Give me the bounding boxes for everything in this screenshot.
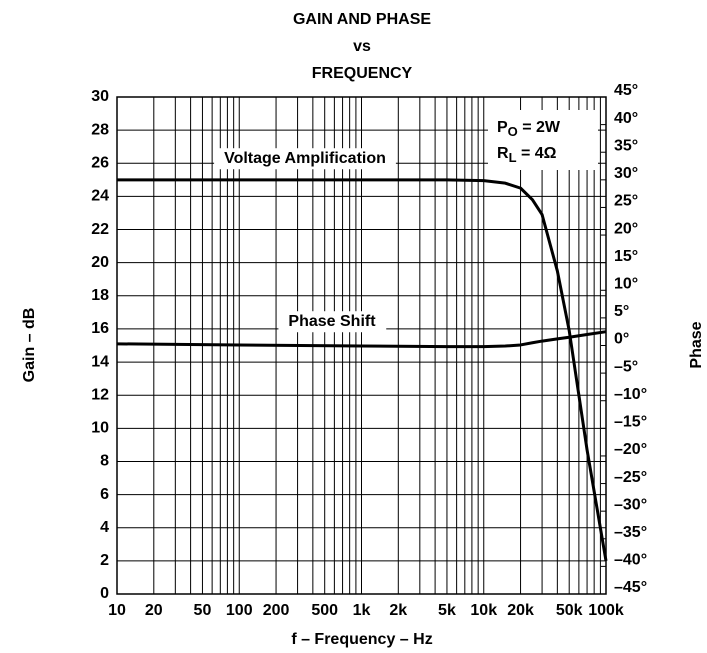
x-axis-label: f – Frequency – Hz [291,631,432,648]
chart-title: vs [353,38,371,55]
x-tick-label: 2k [389,602,407,619]
x-tick-label: 100k [588,602,624,619]
y2-tick-label: 35° [614,137,638,154]
x-tick-label: 20k [507,602,534,619]
y-tick-label: 30 [91,88,109,105]
condition-sub: O [508,124,518,139]
y2-tick-label: 5° [614,303,629,320]
series-label: Phase Shift [288,313,376,330]
condition-main: R [497,145,509,162]
condition-text: RL = 4Ω [497,145,557,165]
y-axis-label: Gain – dB [21,308,38,383]
y-tick-label: 12 [91,386,109,403]
x-tick-label: 100 [226,602,253,619]
chart-title: FREQUENCY [312,65,413,82]
y-tick-label: 20 [91,254,109,271]
x-tick-label: 200 [263,602,290,619]
series-label: Voltage Amplification [224,150,386,167]
x-tick-label: 50 [194,602,212,619]
y-tick-label: 14 [91,353,109,370]
condition-rest: = 4Ω [517,145,557,162]
y2-tick-label: 40° [614,110,638,127]
y2-tick-label: 20° [614,220,638,237]
x-tick-label: 20 [145,602,163,619]
y-tick-label: 28 [91,121,109,138]
y-tick-label: 22 [91,221,109,238]
x-tick-label: 500 [311,602,338,619]
y2-axis-label: Phase [688,321,705,368]
y2-tick-label: 45° [614,82,638,99]
condition-rest: = 2W [518,119,561,136]
y2-tick-label: –20° [614,441,647,458]
x-tick-label: 10 [108,602,126,619]
y2-tick-label: 15° [614,248,638,265]
y2-tick-label: –35° [614,524,647,541]
y2-tick-label: –10° [614,386,647,403]
y-tick-label: 2 [100,552,109,569]
x-tick-label: 1k [353,602,371,619]
annotation-box [488,110,598,170]
data-line [116,330,607,349]
y-tick-label: 16 [91,320,109,337]
x-tick-label: 50k [556,602,583,619]
y2-tick-label: –45° [614,579,647,596]
y2-tick-label: 10° [614,275,638,292]
y2-tick-label: –25° [614,469,647,486]
data-line [117,178,608,562]
y2-tick-label: 30° [614,165,638,182]
condition-sub: L [509,150,517,165]
y2-tick-label: –15° [614,414,647,431]
y-tick-label: 24 [91,188,109,205]
y2-tick-label: –5° [614,358,638,375]
condition-main: P [497,119,508,136]
y-tick-label: 10 [91,420,109,437]
y2-tick-label: 25° [614,193,638,210]
y-tick-label: 8 [100,453,109,470]
y2-tick-label: –40° [614,552,647,569]
y2-tick-label: 0° [614,331,629,348]
y-tick-label: 18 [91,287,109,304]
y-tick-label: 26 [91,154,109,171]
x-tick-label: 10k [470,602,497,619]
y-tick-label: 4 [100,519,109,536]
condition-text: PO = 2W [497,119,561,139]
chart-title: GAIN AND PHASE [293,11,431,28]
y-tick-label: 0 [100,585,109,602]
y2-tick-label: –30° [614,496,647,513]
x-tick-label: 5k [438,602,456,619]
series-label-bg [278,311,387,333]
series-label-bg [214,148,396,170]
y-tick-label: 6 [100,486,109,503]
